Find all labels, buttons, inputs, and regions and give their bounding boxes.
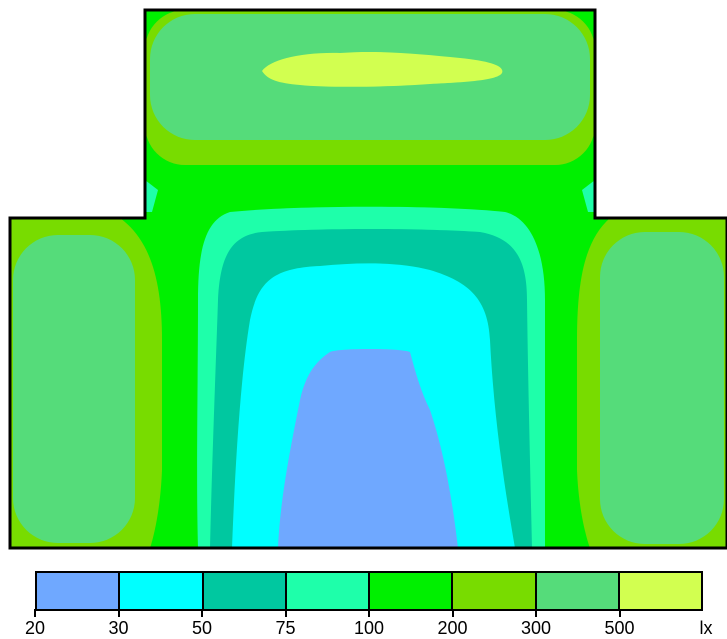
legend-tick bbox=[368, 609, 370, 617]
legend-tick-label: 200 bbox=[437, 618, 468, 638]
legend-tick-label: 100 bbox=[353, 618, 385, 638]
legend-swatch bbox=[203, 573, 287, 609]
left-corner-75-100 bbox=[145, 180, 158, 212]
legend-unit-label: lx bbox=[699, 618, 713, 638]
right-wing-300-500 bbox=[600, 232, 724, 544]
legend-tick-label: 300 bbox=[520, 618, 552, 638]
legend-tick bbox=[451, 609, 454, 617]
legend-swatch bbox=[120, 573, 204, 609]
legend-swatch bbox=[286, 573, 370, 609]
legend-swatch bbox=[536, 573, 620, 609]
legend-swatch bbox=[619, 573, 701, 609]
legend-tick bbox=[284, 609, 287, 617]
legend-tick bbox=[618, 609, 621, 617]
legend-swatch bbox=[37, 573, 121, 609]
legend-tick bbox=[535, 609, 537, 617]
legend-tick bbox=[201, 609, 203, 617]
center-20-30 bbox=[278, 349, 458, 548]
floor-outline bbox=[8, 8, 727, 550]
legend-color-bar bbox=[35, 571, 703, 611]
legend-tick-label: 75 bbox=[275, 618, 296, 638]
legend-tick bbox=[117, 609, 120, 617]
legend-swatch bbox=[370, 573, 454, 609]
illuminance-map bbox=[8, 8, 727, 550]
legend-swatch bbox=[453, 573, 537, 609]
legend-tick-label: 30 bbox=[108, 618, 129, 638]
legend-tick-label: 50 bbox=[191, 618, 213, 638]
left-wing-300-500 bbox=[13, 235, 135, 543]
legend-tick-label: 500 bbox=[604, 618, 635, 638]
right-corner-75-100 bbox=[582, 180, 595, 212]
legend-tick bbox=[34, 609, 36, 617]
legend-ticks bbox=[34, 609, 703, 617]
upper-room-peak-500 bbox=[262, 51, 503, 87]
legend-tick-label: 20 bbox=[24, 618, 46, 638]
